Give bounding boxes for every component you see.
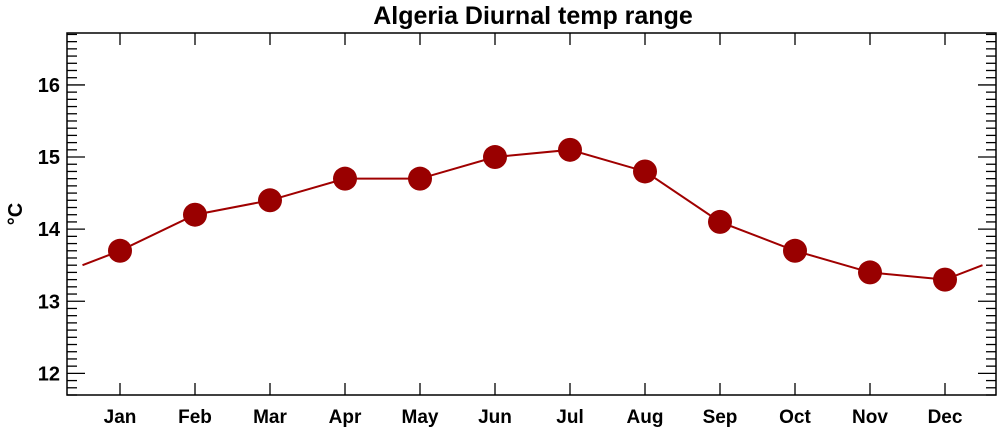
x-tick-label: Oct [779,407,811,428]
x-tick-label: Mar [253,407,287,428]
data-point-nov [858,260,882,285]
data-point-apr [333,166,357,191]
axis-ticks [67,33,996,396]
x-tick-label: Jun [478,407,512,428]
data-point-jan [108,238,132,263]
y-tick-label: 13 [38,291,60,313]
series-markers [108,137,957,292]
data-point-aug [633,159,657,184]
x-tick-label: Jan [104,407,137,428]
data-point-mar [258,188,282,213]
x-tick-label: May [402,407,439,428]
x-tick-label: Jul [556,407,583,428]
y-tick-labels: 12 13 14 15 16 [38,75,61,385]
x-tick-label: Aug [627,407,664,428]
x-tick-label: Nov [852,407,888,428]
x-tick-label: Apr [329,407,362,428]
y-tick-label: 14 [38,219,61,241]
chart-title: Algeria Diurnal temp range [373,2,693,30]
data-point-feb [183,202,207,227]
y-tick-label: 15 [38,147,60,169]
x-tick-label: Feb [178,407,212,428]
x-tick-label: Dec [928,407,963,428]
data-point-oct [783,238,807,263]
y-tick-label: 16 [38,75,60,97]
x-tick-labels: Jan Feb Mar Apr May Jun Jul Aug Sep Oct Nov Dec [104,407,963,428]
data-point-may [408,166,432,191]
data-point-jul [558,137,582,162]
y-tick-label: 12 [38,363,60,385]
data-point-jun [483,145,507,170]
plot-frame [66,32,997,396]
data-point-dec [933,267,957,292]
data-point-sep [708,209,732,234]
series-line [82,148,983,281]
x-tick-label: Sep [703,407,738,428]
y-axis-label: °C [5,203,27,225]
